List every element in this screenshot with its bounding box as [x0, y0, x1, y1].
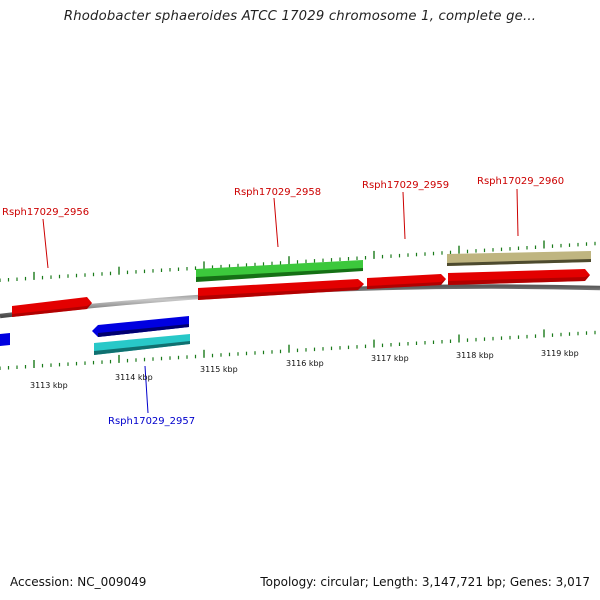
- kbp-label: 3119 kbp: [541, 349, 579, 358]
- kbp-label: 3114 kbp: [115, 373, 153, 382]
- reverse-strand-features: [0, 316, 190, 355]
- gene-label-2960[interactable]: Rsph17029_2960: [477, 176, 564, 187]
- gene-rsph17029-2956[interactable]: [12, 297, 92, 317]
- kbp-label: 3116 kbp: [286, 359, 324, 368]
- gene-rsph17029-2960[interactable]: [448, 269, 590, 285]
- accession-text: Accession: NC_009049: [10, 575, 147, 589]
- gene-reverse-edge[interactable]: [0, 333, 10, 346]
- topology-summary-text: Topology: circular; Length: 3,147,721 bp…: [260, 575, 590, 589]
- gene-label-2958[interactable]: Rsph17029_2958: [234, 187, 321, 198]
- gene-label-2956[interactable]: Rsph17029_2956: [2, 207, 89, 218]
- kbp-label: 3115 kbp: [200, 365, 238, 374]
- gene-rsph17029-2957-rna[interactable]: [94, 334, 190, 355]
- forward-strand-features: [12, 251, 591, 317]
- gene-rsph17029-2958-rna[interactable]: [196, 260, 363, 282]
- label-leaders: [42, 188, 519, 414]
- kbp-scale-labels: 3113 kbp 3114 kbp 3115 kbp 3116 kbp 3117…: [30, 349, 579, 390]
- gene-rsph17029-2960-other[interactable]: [447, 251, 591, 266]
- kbp-label: 3113 kbp: [30, 381, 68, 390]
- kbp-label: 3118 kbp: [456, 351, 494, 360]
- kbp-label: 3117 kbp: [371, 354, 409, 363]
- gene-rsph17029-2957[interactable]: [92, 316, 189, 337]
- inner-scale-ticks: [0, 329, 596, 370]
- gene-label-2959[interactable]: Rsph17029_2959: [362, 180, 449, 191]
- gene-rsph17029-2959[interactable]: [367, 274, 446, 289]
- gene-label-2957[interactable]: Rsph17029_2957: [108, 416, 195, 427]
- gene-rsph17029-2958[interactable]: [198, 279, 364, 300]
- outer-scale-ticks: [0, 240, 596, 282]
- map-title: Rhodobacter sphaeroides ATCC 17029 chrom…: [63, 9, 537, 24]
